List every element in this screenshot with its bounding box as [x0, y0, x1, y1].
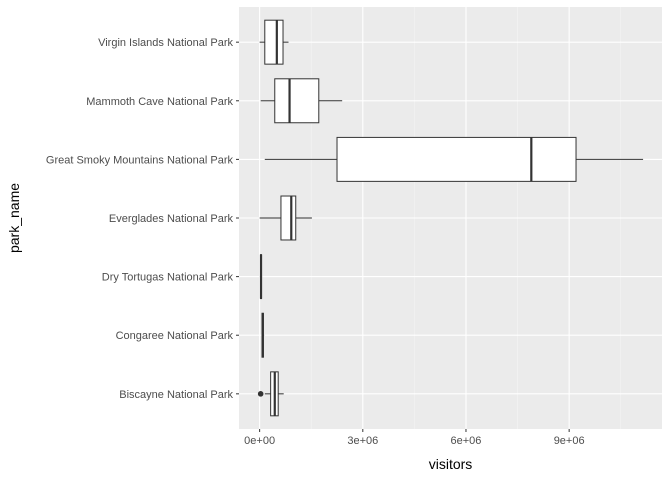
y-tick-label: Mammoth Cave National Park	[86, 96, 233, 108]
y-axis-title: park_name	[6, 183, 22, 253]
box-great-smoky-mountains-national-park	[264, 136, 644, 182]
y-tick-label: Congaree National Park	[116, 330, 234, 342]
y-tick-label: Great Smoky Mountains National Park	[46, 154, 234, 166]
x-tick-label: 3e+06	[347, 435, 378, 447]
box-iqr	[280, 195, 297, 241]
box-everglades-national-park	[259, 195, 312, 241]
box-iqr	[336, 136, 577, 182]
y-tick-label: Dry Tortugas National Park	[102, 272, 234, 284]
box-mammoth-cave-national-park	[260, 78, 343, 124]
box-layer	[257, 19, 644, 417]
y-tick-label: Biscayne National Park	[119, 389, 233, 401]
x-tick-label: 6e+06	[451, 435, 482, 447]
box-iqr	[274, 78, 320, 124]
y-tick-label: Everglades National Park	[109, 213, 234, 225]
x-axis-title: visitors	[429, 456, 473, 472]
y-tick-label: Virgin Islands National Park	[98, 37, 233, 49]
box-dry-tortugas-national-park	[259, 254, 263, 300]
x-tick-label: 0e+00	[244, 435, 275, 447]
grid-layer	[239, 7, 662, 429]
box-biscayne-national-park	[257, 371, 284, 417]
box-virgin-islands-national-park	[259, 19, 289, 65]
x-tick-label: 9e+06	[554, 435, 585, 447]
box-iqr	[264, 19, 284, 65]
outlier-point	[257, 391, 264, 397]
axis-layer: Biscayne National Park Congaree National …	[46, 37, 585, 447]
box-congaree-national-park	[261, 312, 265, 358]
